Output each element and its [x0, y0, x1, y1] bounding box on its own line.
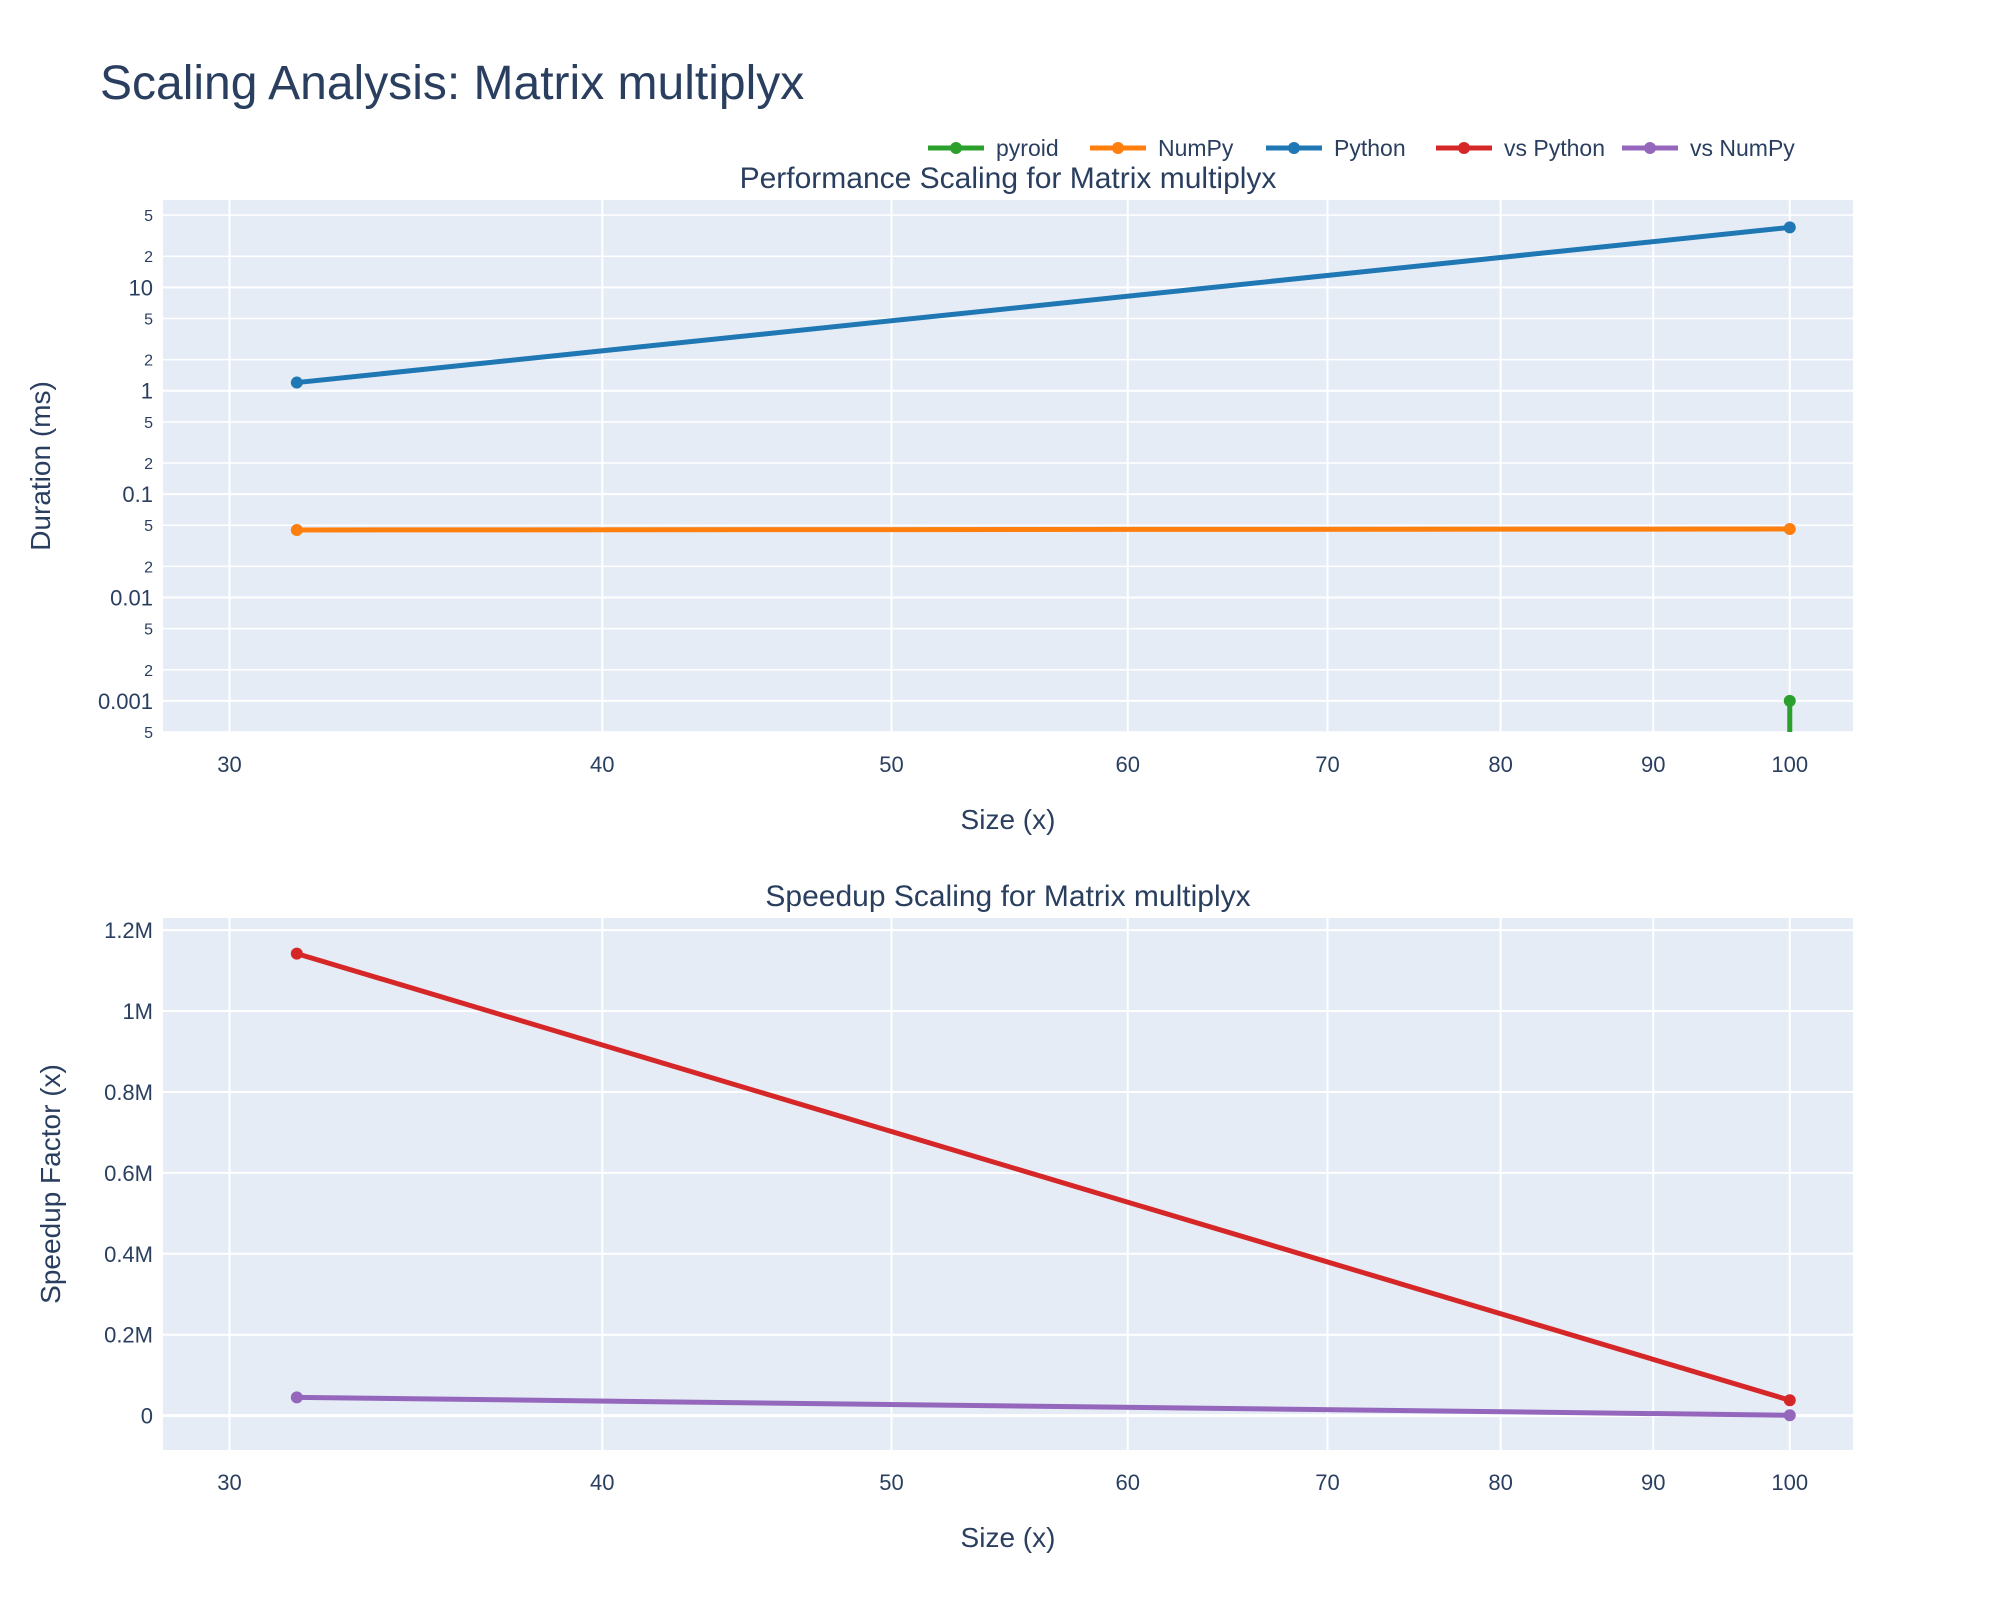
- x-tick-label: 50: [879, 752, 903, 777]
- figure-title: Scaling Analysis: Matrix multiplyx: [100, 57, 804, 110]
- y-tick-label: 0.8M: [104, 1080, 153, 1105]
- data-point-vs-numpy[interactable]: [1783, 1409, 1796, 1422]
- performance-panel: 30 40 50 60 70 80 90 100 5 2 5 2 5 2 5 2 5 2 5 0.001 0.01 0.1…: [25, 162, 1853, 835]
- x-tick-label: 40: [590, 1470, 614, 1495]
- legend-item-pyroid[interactable]: pyroid: [928, 135, 1059, 161]
- legend-marker: [1458, 142, 1470, 154]
- data-point-numpy[interactable]: [290, 523, 303, 536]
- y-tick-label: 0.4M: [104, 1242, 153, 1267]
- x-tick-label: 30: [217, 752, 241, 777]
- legend-item-python[interactable]: Python: [1266, 135, 1406, 161]
- legend-item-numpy[interactable]: NumPy: [1090, 135, 1234, 161]
- data-point-python[interactable]: [1783, 221, 1796, 234]
- legend-label: vs NumPy: [1690, 135, 1795, 161]
- y-minor-tick-label: 2: [144, 353, 153, 370]
- legend-marker: [1288, 142, 1300, 154]
- speedup-panel: 30 40 50 60 70 80 90 100 0 0.2M 0.4M 0.6M 0.8M 1M 1.2M…: [35, 880, 1853, 1553]
- y-minor-tick-label: 2: [144, 249, 153, 266]
- y-tick-label: 1M: [122, 999, 153, 1024]
- plot-area: [163, 918, 1853, 1450]
- legend-item-vs-python[interactable]: vs Python: [1436, 135, 1605, 161]
- x-tick-label: 70: [1315, 752, 1339, 777]
- data-point-python[interactable]: [290, 376, 303, 389]
- legend-label: pyroid: [996, 135, 1059, 161]
- legend-marker: [1112, 142, 1124, 154]
- y-tick-label: 0: [141, 1404, 153, 1429]
- x-tick-label: 70: [1315, 1470, 1339, 1495]
- x-tick-label: 90: [1641, 1470, 1665, 1495]
- y-tick-label: 1: [141, 379, 153, 404]
- y-minor-tick-label: 2: [144, 559, 153, 576]
- y-minor-tick-label: 5: [144, 622, 153, 639]
- y-tick-label: 0.1: [122, 482, 153, 507]
- data-point-vs-python[interactable]: [290, 947, 303, 960]
- series-line-python: [296, 224, 1791, 386]
- legend: pyroid NumPy Python vs Python vs NumPy: [928, 135, 1795, 161]
- x-tick-label: 90: [1641, 752, 1665, 777]
- y-minor-tick-label: 5: [144, 415, 153, 432]
- y-minor-tick-label: 5: [144, 208, 153, 225]
- x-tick-label: 100: [1771, 752, 1808, 777]
- x-tick-label: 50: [879, 1470, 903, 1495]
- series-group: [290, 221, 1796, 732]
- x-tick-label: 80: [1488, 1470, 1512, 1495]
- y-minor-tick-label: 5: [144, 311, 153, 328]
- y-tick-label: 1.2M: [104, 918, 153, 943]
- y-axis-title: Duration (ms): [25, 381, 56, 551]
- y-minor-tick-label: 2: [144, 663, 153, 680]
- y-tick-label: 0.2M: [104, 1323, 153, 1348]
- y-minor-tick-label: 5: [144, 518, 153, 535]
- y-tick-label: 0.01: [110, 586, 153, 611]
- series-line-vs-numpy: [296, 1394, 1790, 1418]
- legend-marker: [1644, 142, 1656, 154]
- data-point-vs-numpy[interactable]: [290, 1391, 303, 1404]
- y-tick-label: 0.6M: [104, 1161, 153, 1186]
- legend-item-vs-numpy[interactable]: vs NumPy: [1622, 135, 1795, 161]
- x-tick-label: 60: [1116, 1470, 1140, 1495]
- y-minor-tick-label: 2: [144, 456, 153, 473]
- plot-area: [163, 200, 1853, 732]
- subplot-title: Performance Scaling for Matrix multiplyx: [740, 162, 1277, 195]
- data-point-pyroid[interactable]: [1783, 694, 1796, 707]
- y-tick-label: 10: [129, 275, 153, 300]
- x-tick-label: 30: [217, 1470, 241, 1495]
- x-tick-label: 40: [590, 752, 614, 777]
- x-tick-label: 80: [1488, 752, 1512, 777]
- series-line-numpy: [296, 526, 1790, 533]
- series-group: [290, 947, 1796, 1422]
- x-tick-label: 100: [1771, 1470, 1808, 1495]
- legend-marker: [950, 142, 962, 154]
- x-axis-title: Size (x): [961, 1522, 1056, 1553]
- legend-label: NumPy: [1158, 135, 1234, 161]
- y-axis-title: Speedup Factor (x): [35, 1064, 66, 1304]
- x-axis-title: Size (x): [961, 804, 1056, 835]
- data-point-numpy[interactable]: [1783, 522, 1796, 535]
- y-minor-tick-label: 5: [144, 725, 153, 742]
- legend-label: vs Python: [1504, 135, 1605, 161]
- subplot-title: Speedup Scaling for Matrix multiplyx: [765, 880, 1250, 913]
- y-tick-label: 0.001: [98, 689, 153, 714]
- data-point-vs-python[interactable]: [1783, 1394, 1796, 1407]
- legend-label: Python: [1334, 135, 1406, 161]
- x-tick-label: 60: [1116, 752, 1140, 777]
- series-line-vs-python: [296, 951, 1791, 1403]
